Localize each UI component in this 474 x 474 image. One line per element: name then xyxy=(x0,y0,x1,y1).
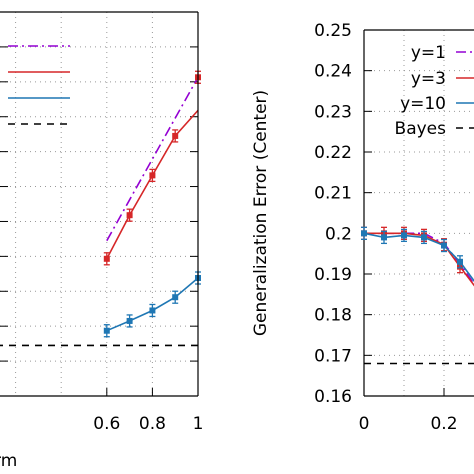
right-ytick-label-7: 0.23 xyxy=(314,102,352,122)
left-point-1-2 xyxy=(149,172,156,179)
right-ytick-label-1: 0.17 xyxy=(314,346,352,366)
right-point-2-0 xyxy=(361,230,367,237)
right-point-2-1 xyxy=(381,234,387,241)
left-point-1-1 xyxy=(126,212,133,219)
right-ytick-label-6: 0.22 xyxy=(314,143,352,163)
right-legend-label-1: y=3 xyxy=(411,69,446,89)
right-ytick-label-3: 0.19 xyxy=(314,265,352,285)
left-point-2-1 xyxy=(126,317,133,324)
right-point-2-5 xyxy=(457,258,463,265)
right-ytick-label-4: 0.2 xyxy=(325,224,352,244)
right-ylabel: Generalization Error (Center) xyxy=(251,90,271,336)
left-xtick-label-2: 1 xyxy=(193,414,204,434)
right-point-2-2 xyxy=(401,232,407,239)
right-ytick-label-2: 0.18 xyxy=(314,306,352,326)
left-point-2-2 xyxy=(149,307,156,314)
left-point-2-0 xyxy=(103,327,110,334)
right-ytick-label-8: 0.24 xyxy=(314,62,352,82)
right-point-2-3 xyxy=(421,234,427,241)
right-point-2-4 xyxy=(441,242,447,249)
left-point-1-0 xyxy=(103,255,110,262)
right-xtick-label-0: 0 xyxy=(359,414,370,434)
right-ytick-label-0: 0.16 xyxy=(314,387,352,407)
left-panel: 0.6 0.8 1 rm xyxy=(0,11,204,471)
left-series-line-0 xyxy=(106,76,199,242)
left-xtick-label-1: 0.8 xyxy=(139,414,166,434)
left-point-1-3 xyxy=(172,132,179,139)
right-ytick-label-5: 0.21 xyxy=(314,184,352,204)
right-xtick-label-1: 0.2 xyxy=(430,414,457,434)
left-xlabel-fragment: rm xyxy=(0,451,17,471)
right-legend-label-0: y=1 xyxy=(411,43,446,63)
right-legend-label-2: y=10 xyxy=(400,94,446,114)
left-xtick-label-0: 0.6 xyxy=(93,414,120,434)
right-panel: 0.16 0.17 0.18 0.19 0.2 0.21 0.22 0.23 0.24 0.25 0… xyxy=(251,21,474,434)
left-point-2-3 xyxy=(172,294,179,301)
right-legend-label-3: Bayes xyxy=(395,119,447,139)
right-ytick-label-9: 0.25 xyxy=(314,21,352,41)
